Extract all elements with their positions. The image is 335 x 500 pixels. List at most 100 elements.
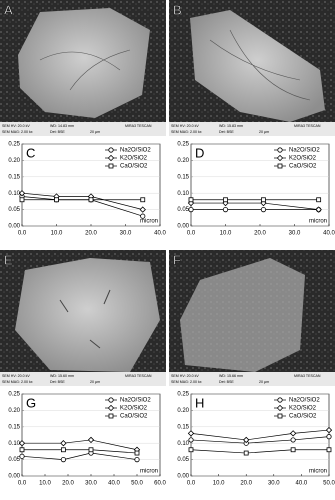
sem-a	[0, 0, 166, 136]
sem-footer	[0, 122, 166, 136]
footer-text: SEM HV: 20.0 kV	[2, 124, 30, 128]
x-tick-label: 20.0	[62, 481, 74, 487]
legend-label: Na2O/SiO2	[120, 398, 151, 404]
x-tick-label: 30.0	[120, 231, 132, 237]
legend-label: Na2O/SiO2	[120, 148, 151, 154]
legend-label: CaO/SiO2	[120, 414, 148, 420]
marker	[325, 426, 333, 434]
y-tick-label: 0.15	[177, 174, 189, 180]
sem-footer	[0, 372, 166, 386]
marker	[19, 447, 25, 453]
marker	[188, 197, 194, 203]
x-tick-label: 10.0	[39, 481, 51, 487]
y-tick-label: 0.20	[177, 158, 189, 164]
y-tick-label: 0.10	[8, 191, 20, 197]
y-tick-label: 0.00	[8, 474, 20, 480]
x-tick-label: 50.0	[323, 481, 335, 487]
marker	[60, 456, 67, 463]
footer-text: MIRA3 TESCAN	[125, 124, 152, 128]
legend-label: K2O/SiO2	[120, 406, 148, 412]
x-axis-label: micron	[140, 219, 158, 225]
y-tick-label: 0.00	[8, 224, 20, 230]
footer-text: WD: 15.83 mm	[219, 124, 243, 128]
footer-text: Det: BSE	[219, 380, 234, 384]
series-line	[21, 192, 143, 210]
y-tick-label: 0.20	[8, 158, 20, 164]
y-tick-label: 0.05	[177, 457, 189, 463]
legend-marker	[108, 163, 114, 169]
marker	[140, 197, 146, 203]
x-axis-label: micron	[309, 219, 327, 225]
x-tick-label: 60.0	[154, 481, 166, 487]
y-tick-label: 0.05	[8, 207, 20, 213]
legend-marker	[276, 154, 284, 162]
x-tick-label: 10.0	[213, 481, 225, 487]
footer-text: SEM HV: 20.0 kV	[2, 374, 30, 378]
y-tick-label: 0.15	[177, 424, 189, 430]
footer-text: SEM HV: 20.0 kV	[171, 374, 199, 378]
series-line	[190, 436, 330, 444]
legend-label: CaO/SiO2	[120, 164, 148, 170]
x-axis-label: micron	[140, 469, 158, 475]
series-line	[190, 429, 330, 441]
footer-text: SEM HV: 20.0 kV	[171, 124, 199, 128]
legend-label: CaO/SiO2	[289, 164, 317, 170]
x-tick-label: 20.0	[240, 481, 252, 487]
marker	[243, 450, 249, 456]
marker	[18, 190, 26, 197]
footer-text: MIRA3 TESCAN	[294, 374, 321, 378]
marker	[261, 197, 266, 203]
chart: 0.00 0.05 0.10 0.15 0.20 0.25 0.0 10.0 20.0 30.0 4…	[177, 142, 335, 237]
y-tick-label: 0.05	[8, 457, 20, 463]
x-tick-label: 40.0	[323, 231, 335, 237]
y-tick-label: 0.15	[8, 174, 20, 180]
footer-text: Det: BSE	[50, 130, 65, 134]
marker	[88, 447, 94, 453]
footer-text: SEM MAG: 2.00 kx	[171, 380, 202, 384]
marker	[134, 450, 140, 456]
x-tick-label: 0.0	[18, 231, 27, 237]
panel-label: B	[173, 2, 182, 17]
panel-label: D	[195, 145, 204, 160]
marker	[223, 197, 228, 203]
marker	[243, 436, 250, 444]
legend-marker	[277, 413, 283, 419]
y-tick-label: 0.25	[8, 142, 20, 148]
panel-label: F	[173, 252, 181, 267]
legend-marker	[276, 404, 284, 412]
footer-text: Det: BSE	[219, 130, 234, 134]
footer-text: 20 µm	[90, 380, 100, 384]
legend-marker	[108, 147, 114, 153]
series-line	[190, 449, 329, 454]
sem-b	[169, 0, 335, 136]
y-tick-label: 0.10	[177, 191, 189, 197]
marker	[140, 213, 146, 219]
y-tick-label: 0.15	[8, 424, 20, 430]
x-tick-label: 50.0	[131, 481, 143, 487]
marker	[187, 430, 195, 437]
sem-e	[0, 250, 166, 386]
footer-text: WD: 15.60 mm	[50, 374, 74, 378]
sem-footer	[169, 122, 335, 136]
marker	[188, 437, 194, 443]
panel-label: E	[4, 252, 13, 267]
series-line	[191, 202, 319, 210]
footer-text: WD: 14.83 mm	[50, 124, 74, 128]
x-tick-label: 40.0	[154, 231, 166, 237]
marker	[18, 440, 26, 447]
footer-text: MIRA3 TESCAN	[125, 374, 152, 378]
marker	[316, 197, 322, 203]
legend-label: K2O/SiO2	[289, 156, 317, 162]
footer-text: Det: BSE	[50, 380, 65, 384]
chart: 0.00 0.05 0.10 0.15 0.20 0.25 0.0 10.0 20.0 30.0 4…	[8, 392, 166, 487]
legend-label: K2O/SiO2	[120, 156, 148, 162]
footer-text: 20 µm	[90, 130, 100, 134]
legend-marker	[277, 163, 283, 169]
marker	[290, 437, 296, 443]
legend-marker	[108, 397, 114, 403]
marker	[60, 440, 67, 447]
footer-text: SEM MAG: 2.00 kx	[2, 130, 33, 134]
sem-footer	[169, 372, 335, 386]
x-tick-label: 40.0	[296, 481, 308, 487]
